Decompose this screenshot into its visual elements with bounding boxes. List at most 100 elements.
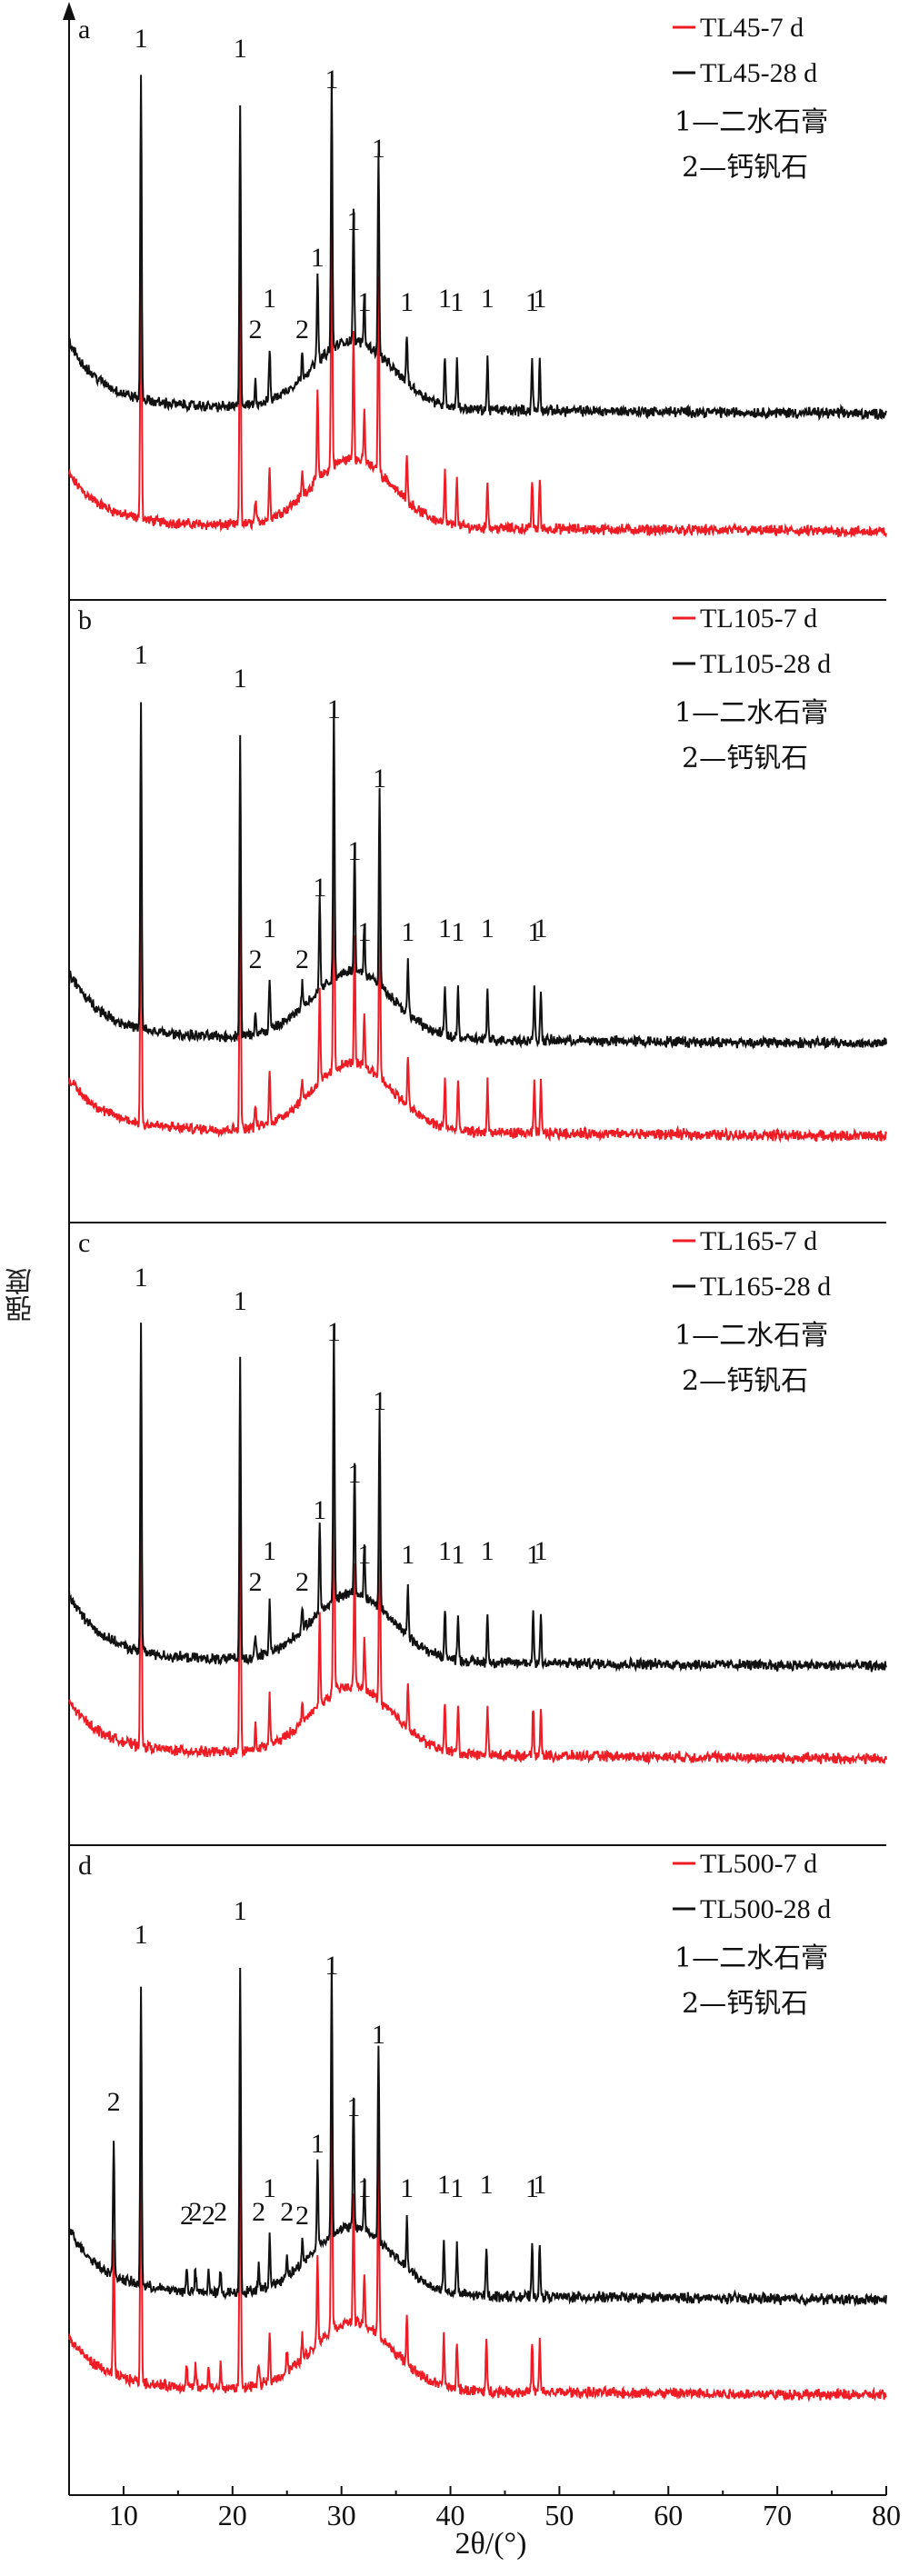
series-b-28d: [68, 702, 887, 1051]
legend-note-2: 2—钙钒石: [682, 1988, 808, 2020]
peak-label-d: 2: [252, 2197, 265, 2227]
peak-label-d: 2: [280, 2197, 294, 2227]
peak-label-d: 1: [437, 2170, 451, 2200]
panel-letter-d: d: [78, 1851, 92, 1881]
peak-label-c: 1: [526, 1540, 540, 1570]
peak-label-d: 1: [357, 2173, 371, 2203]
x-tick-label: 50: [544, 2499, 574, 2531]
peak-label-b: 1: [357, 917, 371, 947]
peak-label-b: 1: [348, 836, 362, 866]
peak-label-d: 2: [295, 2201, 309, 2231]
peak-label-b: 1: [373, 764, 386, 794]
legend-label-28d: TL105-28 d: [700, 649, 831, 679]
series-c-7d: [68, 1417, 887, 1766]
legend-label-28d: TL500-28 d: [700, 1894, 831, 1924]
peak-label-d: 2: [180, 2201, 194, 2231]
x-axis-label: 2θ/(°): [454, 2527, 527, 2561]
peak-label-b: 1: [327, 694, 341, 724]
peak-label-d: 2: [189, 2197, 203, 2227]
peak-label-a: 1: [311, 243, 325, 273]
peak-label-b: 1: [481, 914, 494, 944]
legend-note-2: 2—钙钒石: [682, 152, 808, 184]
peak-label-c: 1: [135, 1263, 148, 1293]
peak-label-d: 1: [450, 2173, 464, 2203]
peak-label-d: 1: [135, 1920, 148, 1950]
peak-label-c: 1: [327, 1317, 341, 1347]
peak-label-b: 1: [438, 914, 452, 944]
panel-letter-a: a: [78, 15, 90, 45]
x-tick-label: 70: [763, 2499, 792, 2531]
peak-label-d: 2: [202, 2201, 215, 2231]
peak-label-d: 1: [400, 2173, 414, 2203]
legend-label-7d: TL165-7 d: [700, 1226, 817, 1256]
peak-label-a: 1: [438, 284, 452, 314]
peak-label-c: 1: [263, 1536, 276, 1566]
series-b-7d: [68, 794, 887, 1143]
peak-label-c: 1: [348, 1459, 362, 1489]
series-d-28d: [68, 1959, 887, 2308]
peak-label-a: 2: [248, 315, 262, 344]
x-tick-label: 10: [109, 2499, 138, 2531]
peak-label-b: 1: [135, 640, 148, 670]
peak-label-a: 1: [263, 284, 276, 314]
panel-letter-b: b: [78, 605, 92, 635]
peak-label-c: 1: [534, 1536, 548, 1566]
peak-label-a: 1: [357, 287, 371, 317]
peak-label-a: 1: [481, 284, 494, 314]
legend-label-28d: TL165-28 d: [700, 1272, 831, 1302]
legend-note-2: 2—钙钒石: [682, 1365, 808, 1397]
peak-label-b: 1: [451, 917, 464, 947]
peak-label-d: 1: [533, 2170, 546, 2200]
peak-label-b: 1: [234, 664, 247, 694]
legend-note-2: 2—钙钒石: [682, 743, 808, 774]
x-tick-label: 40: [436, 2499, 465, 2531]
peak-label-a: 1: [400, 287, 414, 317]
legend-note-1: 1—二水石膏: [674, 1320, 828, 1352]
peak-label-a: 1: [525, 287, 539, 317]
peak-label-c: 1: [234, 1286, 247, 1316]
peak-label-d: 1: [311, 2129, 325, 2159]
x-tick-label: 30: [327, 2499, 356, 2531]
peak-label-d: 1: [234, 1896, 247, 1926]
panel-c: [68, 1223, 887, 1846]
peak-label-d: 1: [525, 2173, 539, 2203]
peak-label-c: 2: [295, 1567, 309, 1597]
peak-label-a: 1: [135, 24, 148, 54]
peak-label-c: 1: [373, 1386, 386, 1416]
peak-label-d: 1: [325, 1951, 338, 1981]
peak-label-d: 2: [107, 2087, 121, 2117]
x-tick-label: 80: [872, 2499, 901, 2531]
y-axis-arrow: [63, 2, 75, 20]
peak-label-a: 1: [325, 65, 338, 95]
peak-label-b: 1: [263, 914, 276, 944]
x-tick-label: 20: [218, 2499, 247, 2531]
peak-label-b: 1: [534, 914, 548, 944]
peak-label-a: 1: [372, 134, 385, 164]
legend-label-7d: TL105-7 d: [700, 604, 817, 634]
peak-label-c: 1: [438, 1536, 452, 1566]
legend-note-1: 1—二水石膏: [674, 1942, 828, 1974]
peak-label-d: 1: [346, 2092, 360, 2122]
peak-label-a: 1: [450, 287, 464, 317]
peak-label-c: 1: [357, 1540, 371, 1570]
peak-label-d: 1: [263, 2173, 276, 2203]
x-tick-label: 60: [654, 2499, 683, 2531]
peak-label-d: 2: [214, 2197, 227, 2227]
legend-label-7d: TL500-7 d: [700, 1849, 817, 1879]
legend-note-1: 1—二水石膏: [674, 106, 828, 138]
peak-label-c: 2: [248, 1567, 262, 1597]
series-c-28d: [68, 1323, 887, 1672]
peak-label-c: 1: [401, 1540, 415, 1570]
series-d-7d: [68, 2062, 887, 2403]
legend-label-28d: TL45-28 d: [700, 58, 817, 88]
panel-a: [68, 9, 887, 601]
peak-label-b: 1: [313, 873, 326, 903]
peak-label-a: 1: [234, 34, 247, 64]
series-a-28d: [68, 75, 887, 422]
peak-label-d: 1: [480, 2170, 494, 2200]
legend-label-7d: TL45-7 d: [700, 13, 804, 43]
peak-label-a: 1: [346, 206, 360, 236]
panel-d: [68, 1845, 887, 2496]
peak-label-b: 1: [401, 917, 415, 947]
